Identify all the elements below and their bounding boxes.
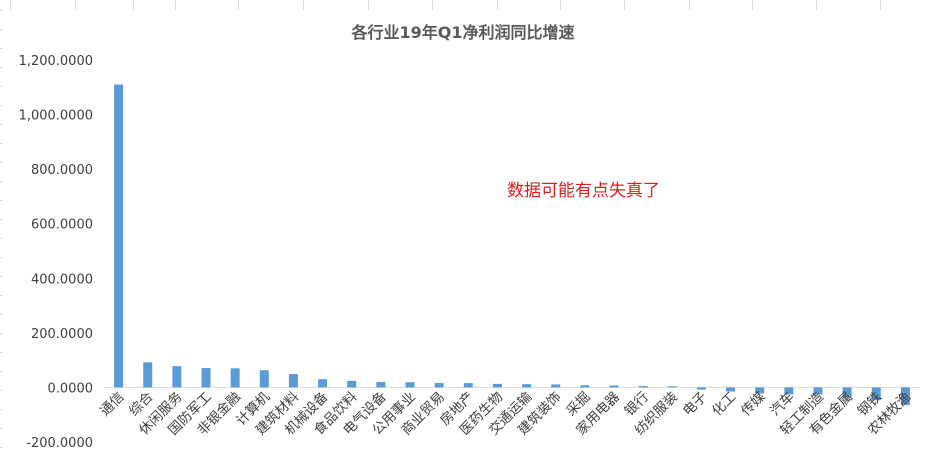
bar[interactable] (143, 362, 153, 388)
sheet-column-line (432, 0, 433, 10)
bar[interactable] (434, 383, 444, 388)
y-tick-label: 0.0000 (48, 381, 94, 396)
y-tick-label: 600.0000 (31, 218, 93, 233)
category-label: 电子 (680, 389, 710, 419)
sheet-column-line (133, 0, 134, 10)
sheet-column-line (238, 0, 239, 10)
bar[interactable] (376, 381, 386, 388)
y-tick-label: 200.0000 (31, 327, 93, 342)
bar[interactable] (696, 387, 706, 390)
category-label: 化工 (709, 389, 739, 419)
bar[interactable] (551, 384, 561, 388)
sheet-column-line (175, 0, 176, 10)
bar[interactable] (522, 384, 532, 388)
bar[interactable] (172, 366, 182, 388)
bar-chart: -200.0000 0.0000 200.0000 400.0000 600.0000 8… (19, 54, 920, 451)
sheet-column-line (10, 0, 11, 10)
bar[interactable] (667, 386, 677, 388)
bar[interactable] (463, 383, 473, 388)
sheet-column-line (816, 0, 817, 10)
sheet-column-line (689, 0, 690, 10)
bar[interactable] (755, 387, 765, 394)
sheet-column-line (497, 0, 498, 10)
bar[interactable] (288, 374, 298, 388)
category-label: 传媒 (738, 389, 769, 420)
bar[interactable] (726, 387, 736, 392)
sheet-column-line (624, 0, 625, 10)
bar[interactable] (842, 387, 852, 398)
y-tick-label: 1,000.0000 (19, 109, 93, 124)
y-tick-label: -200.0000 (26, 436, 93, 451)
sheet-column-line (303, 0, 304, 10)
chart-title: 各行业19年Q1净利润同比增速 (351, 23, 575, 42)
y-tick-label: 1,200.0000 (19, 54, 93, 69)
sheet-column-line (75, 0, 76, 10)
category-label: 通信 (97, 389, 127, 419)
bar[interactable] (900, 387, 910, 406)
bar[interactable] (813, 387, 823, 395)
bar[interactable] (347, 380, 357, 388)
sheet-column-line (368, 0, 369, 10)
bar[interactable] (230, 368, 240, 388)
chart-area[interactable]: 各行业19年Q1净利润同比增速 -200.0000 0.0000 200.0000 4… (2, 10, 924, 463)
bar[interactable] (580, 385, 590, 388)
bar[interactable] (114, 84, 124, 388)
bar[interactable] (201, 368, 211, 388)
sheet-column-line (880, 0, 881, 10)
bar[interactable] (609, 385, 619, 388)
bar[interactable] (405, 382, 415, 388)
bar[interactable] (318, 379, 328, 388)
bar[interactable] (871, 387, 881, 401)
bar[interactable] (492, 383, 502, 388)
sheet-column-line (752, 0, 753, 10)
bar[interactable] (784, 387, 794, 395)
chart-annotation: 数据可能有点失真了 (507, 181, 660, 201)
y-tick-label: 400.0000 (31, 272, 93, 287)
bar[interactable] (259, 370, 269, 388)
y-tick-label: 800.0000 (31, 163, 93, 178)
sheet-column-line (560, 0, 561, 10)
bar[interactable] (638, 386, 648, 388)
